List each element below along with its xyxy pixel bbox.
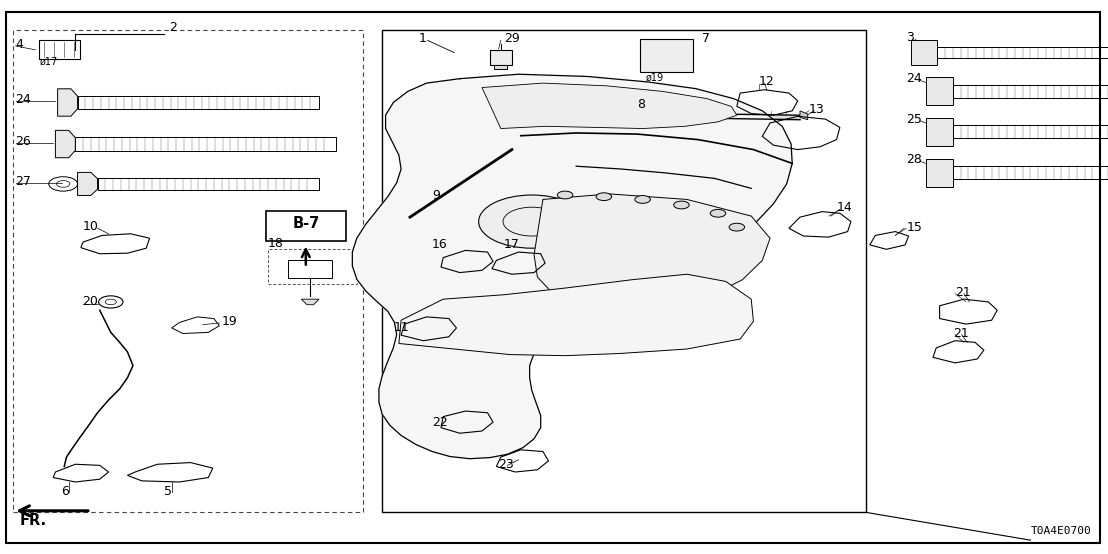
Polygon shape — [502, 110, 510, 117]
Text: 4: 4 — [16, 38, 23, 51]
Text: 20: 20 — [82, 295, 98, 309]
Text: 10: 10 — [83, 219, 99, 233]
Text: 22: 22 — [432, 416, 448, 429]
Bar — [953, 125, 1108, 138]
Circle shape — [557, 191, 573, 199]
Text: B-7: B-7 — [293, 216, 319, 231]
Text: 27: 27 — [16, 175, 31, 188]
Circle shape — [729, 223, 745, 231]
Bar — [953, 85, 1108, 98]
Text: 24: 24 — [16, 93, 31, 106]
Text: 17: 17 — [504, 238, 520, 252]
Circle shape — [635, 196, 650, 203]
Text: 26: 26 — [16, 135, 31, 148]
Polygon shape — [301, 299, 319, 305]
Bar — [640, 39, 692, 72]
Text: 23: 23 — [499, 458, 514, 471]
Bar — [953, 166, 1108, 179]
Bar — [98, 178, 319, 189]
Polygon shape — [494, 65, 507, 69]
Text: 24: 24 — [906, 72, 922, 85]
Bar — [926, 78, 953, 105]
Text: 29: 29 — [504, 32, 520, 45]
Text: 2: 2 — [170, 21, 177, 34]
Text: 15: 15 — [906, 220, 922, 234]
Polygon shape — [78, 172, 98, 196]
Polygon shape — [399, 274, 753, 356]
Text: 3: 3 — [906, 31, 914, 44]
Bar — [78, 96, 319, 109]
Text: 21: 21 — [953, 327, 968, 340]
Bar — [926, 159, 953, 187]
Bar — [288, 260, 332, 278]
Bar — [75, 137, 336, 151]
Bar — [268, 249, 357, 284]
Text: 7: 7 — [702, 32, 710, 45]
Circle shape — [596, 193, 612, 201]
Text: 16: 16 — [432, 238, 448, 252]
Text: ø17: ø17 — [40, 57, 58, 67]
Bar — [266, 211, 346, 241]
Text: 28: 28 — [906, 153, 922, 166]
Bar — [13, 30, 363, 512]
Text: 25: 25 — [906, 112, 922, 126]
Text: 9: 9 — [432, 188, 440, 202]
Text: 8: 8 — [637, 98, 645, 111]
Polygon shape — [534, 194, 770, 305]
Text: T0A4E0700: T0A4E0700 — [1030, 526, 1091, 536]
Text: 5: 5 — [164, 485, 172, 499]
Text: 12: 12 — [759, 75, 774, 89]
Text: 21: 21 — [955, 286, 971, 299]
Text: FR.: FR. — [20, 513, 47, 529]
Text: 18: 18 — [268, 237, 284, 250]
Circle shape — [479, 195, 585, 248]
Bar — [911, 40, 937, 65]
Polygon shape — [482, 83, 737, 129]
Polygon shape — [352, 74, 792, 459]
Polygon shape — [55, 130, 75, 158]
Circle shape — [710, 209, 726, 217]
Bar — [490, 50, 512, 65]
Text: 1: 1 — [419, 32, 427, 45]
Text: 19: 19 — [222, 315, 237, 328]
Text: 11: 11 — [393, 321, 409, 335]
Text: 14: 14 — [837, 201, 852, 214]
Text: ø19: ø19 — [646, 73, 664, 83]
Bar — [382, 30, 866, 512]
Polygon shape — [800, 111, 808, 120]
Polygon shape — [58, 89, 78, 116]
Text: 6: 6 — [61, 485, 69, 499]
Bar — [926, 118, 953, 146]
Text: 13: 13 — [809, 103, 824, 116]
Bar — [937, 47, 1108, 58]
Circle shape — [674, 201, 689, 209]
